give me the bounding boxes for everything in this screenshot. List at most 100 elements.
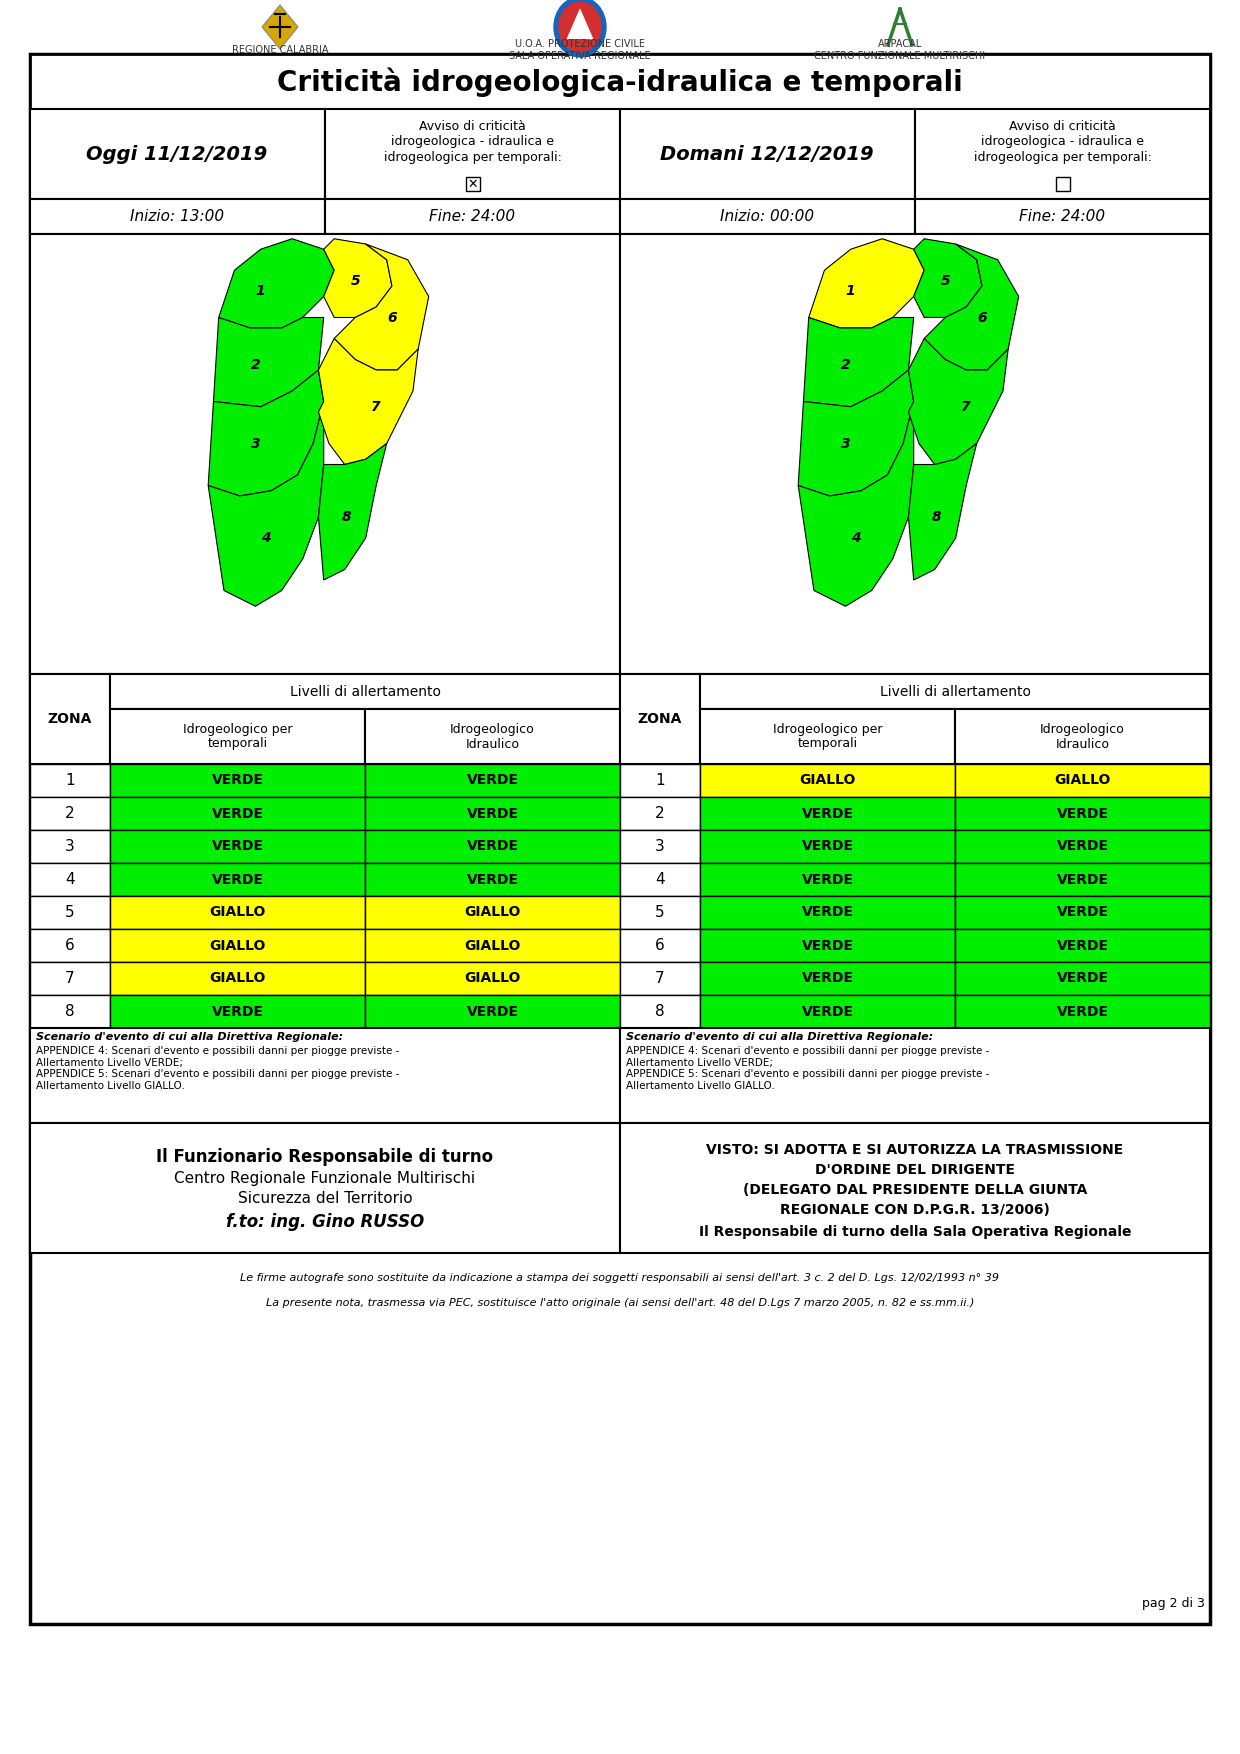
Polygon shape — [262, 5, 298, 49]
Polygon shape — [335, 244, 429, 370]
Bar — [701, 674, 1210, 709]
Text: 7: 7 — [66, 972, 74, 986]
Bar — [620, 1028, 1210, 1123]
Text: Inizio: 00:00: Inizio: 00:00 — [720, 209, 815, 225]
Bar — [620, 995, 701, 1028]
Bar — [955, 796, 1210, 830]
Text: ZONA: ZONA — [637, 712, 682, 726]
Text: VERDE: VERDE — [801, 972, 853, 986]
Bar — [620, 198, 915, 233]
Text: GIALLO: GIALLO — [210, 972, 265, 986]
Polygon shape — [924, 244, 1019, 370]
Polygon shape — [208, 402, 324, 607]
Text: Il Responsabile di turno della Sala Operativa Regionale: Il Responsabile di turno della Sala Oper… — [699, 1224, 1131, 1238]
Text: VERDE: VERDE — [801, 905, 853, 919]
Text: Sicurezza del Territorio: Sicurezza del Territorio — [238, 1191, 413, 1207]
Polygon shape — [213, 317, 324, 407]
Text: 8: 8 — [932, 510, 941, 524]
Text: Centro Regionale Funzionale Multirischi: Centro Regionale Funzionale Multirischi — [175, 1172, 476, 1186]
Text: VERDE: VERDE — [466, 807, 518, 821]
Polygon shape — [799, 402, 914, 607]
Bar — [30, 961, 110, 995]
Text: pag 2 di 3: pag 2 di 3 — [1142, 1598, 1205, 1610]
Bar — [701, 830, 955, 863]
Text: Fine: 24:00: Fine: 24:00 — [429, 209, 516, 225]
Bar — [955, 930, 1210, 961]
Text: Idrogeologico
Idraulico: Idrogeologico Idraulico — [450, 723, 534, 751]
Bar — [701, 896, 955, 930]
Bar — [620, 863, 701, 896]
Bar — [1055, 177, 1069, 191]
Text: 3: 3 — [250, 437, 260, 451]
Text: Fine: 24:00: Fine: 24:00 — [1019, 209, 1106, 225]
Polygon shape — [319, 339, 418, 465]
Text: Domani 12/12/2019: Domani 12/12/2019 — [660, 144, 874, 163]
Bar — [30, 830, 110, 863]
Bar — [620, 109, 915, 198]
Bar — [365, 961, 620, 995]
Text: Oggi 11/12/2019: Oggi 11/12/2019 — [87, 144, 268, 163]
Bar — [701, 863, 955, 896]
Text: VERDE: VERDE — [466, 774, 518, 788]
Text: ✕: ✕ — [467, 177, 477, 191]
Bar — [365, 863, 620, 896]
Bar — [465, 177, 480, 191]
Polygon shape — [208, 370, 324, 496]
Bar — [30, 54, 1210, 1624]
Text: 4: 4 — [655, 872, 665, 888]
Text: Scenario d'evento di cui alla Direttiva Regionale:: Scenario d'evento di cui alla Direttiva … — [36, 1031, 343, 1042]
Text: GIALLO: GIALLO — [464, 972, 521, 986]
Bar — [30, 109, 325, 198]
Bar — [620, 796, 701, 830]
Text: 7: 7 — [372, 400, 381, 414]
Bar — [701, 961, 955, 995]
Bar — [30, 1123, 620, 1252]
Polygon shape — [319, 444, 387, 581]
Polygon shape — [799, 370, 914, 496]
Polygon shape — [218, 239, 335, 328]
Text: 5: 5 — [655, 905, 665, 921]
Bar — [955, 765, 1210, 796]
Bar — [701, 765, 955, 796]
Text: Scenario d'evento di cui alla Direttiva Regionale:: Scenario d'evento di cui alla Direttiva … — [626, 1031, 934, 1042]
Bar — [701, 995, 955, 1028]
Text: 3: 3 — [841, 437, 851, 451]
Polygon shape — [808, 239, 924, 328]
Text: APPENDICE 4: Scenari d'evento e possibili danni per piogge previste -
Allertamen: APPENDICE 4: Scenari d'evento e possibil… — [626, 1045, 990, 1091]
Bar — [365, 765, 620, 796]
Text: 6: 6 — [977, 310, 987, 324]
Text: Avviso di criticità
idrogeologica - idraulica e
idrogeologica per temporali:: Avviso di criticità idrogeologica - idra… — [383, 121, 562, 163]
Text: 2: 2 — [655, 807, 665, 821]
Bar — [620, 930, 701, 961]
Text: Idrogeologico
Idraulico: Idrogeologico Idraulico — [1040, 723, 1125, 751]
Bar — [0, 0, 1240, 54]
Bar — [30, 796, 110, 830]
Bar — [365, 709, 620, 765]
Bar — [110, 930, 365, 961]
Polygon shape — [914, 239, 982, 317]
Bar — [30, 896, 110, 930]
Bar — [110, 796, 365, 830]
Text: 3: 3 — [66, 838, 74, 854]
Text: 4: 4 — [262, 531, 270, 545]
Bar — [620, 961, 701, 995]
Text: GIALLO: GIALLO — [210, 905, 265, 919]
Text: VERDE: VERDE — [1056, 872, 1109, 886]
Text: 3: 3 — [655, 838, 665, 854]
Text: VERDE: VERDE — [212, 774, 263, 788]
Bar — [701, 930, 955, 961]
Text: VERDE: VERDE — [1056, 972, 1109, 986]
Text: 2: 2 — [841, 358, 851, 372]
Bar — [30, 54, 1210, 109]
Text: 2: 2 — [66, 807, 74, 821]
Text: GIALLO: GIALLO — [210, 938, 265, 952]
Bar — [30, 765, 110, 796]
Text: VERDE: VERDE — [1056, 807, 1109, 821]
Text: REGIONE CALABRIA: REGIONE CALABRIA — [232, 46, 329, 54]
Text: REGIONALE CON D.P.G.R. 13/2006): REGIONALE CON D.P.G.R. 13/2006) — [780, 1203, 1050, 1217]
Bar — [110, 765, 365, 796]
Text: 6: 6 — [655, 938, 665, 952]
Text: VERDE: VERDE — [1056, 1005, 1109, 1019]
Text: Avviso di criticità
idrogeologica - idraulica e
idrogeologica per temporali:: Avviso di criticità idrogeologica - idra… — [973, 121, 1152, 163]
Text: VERDE: VERDE — [466, 840, 518, 854]
